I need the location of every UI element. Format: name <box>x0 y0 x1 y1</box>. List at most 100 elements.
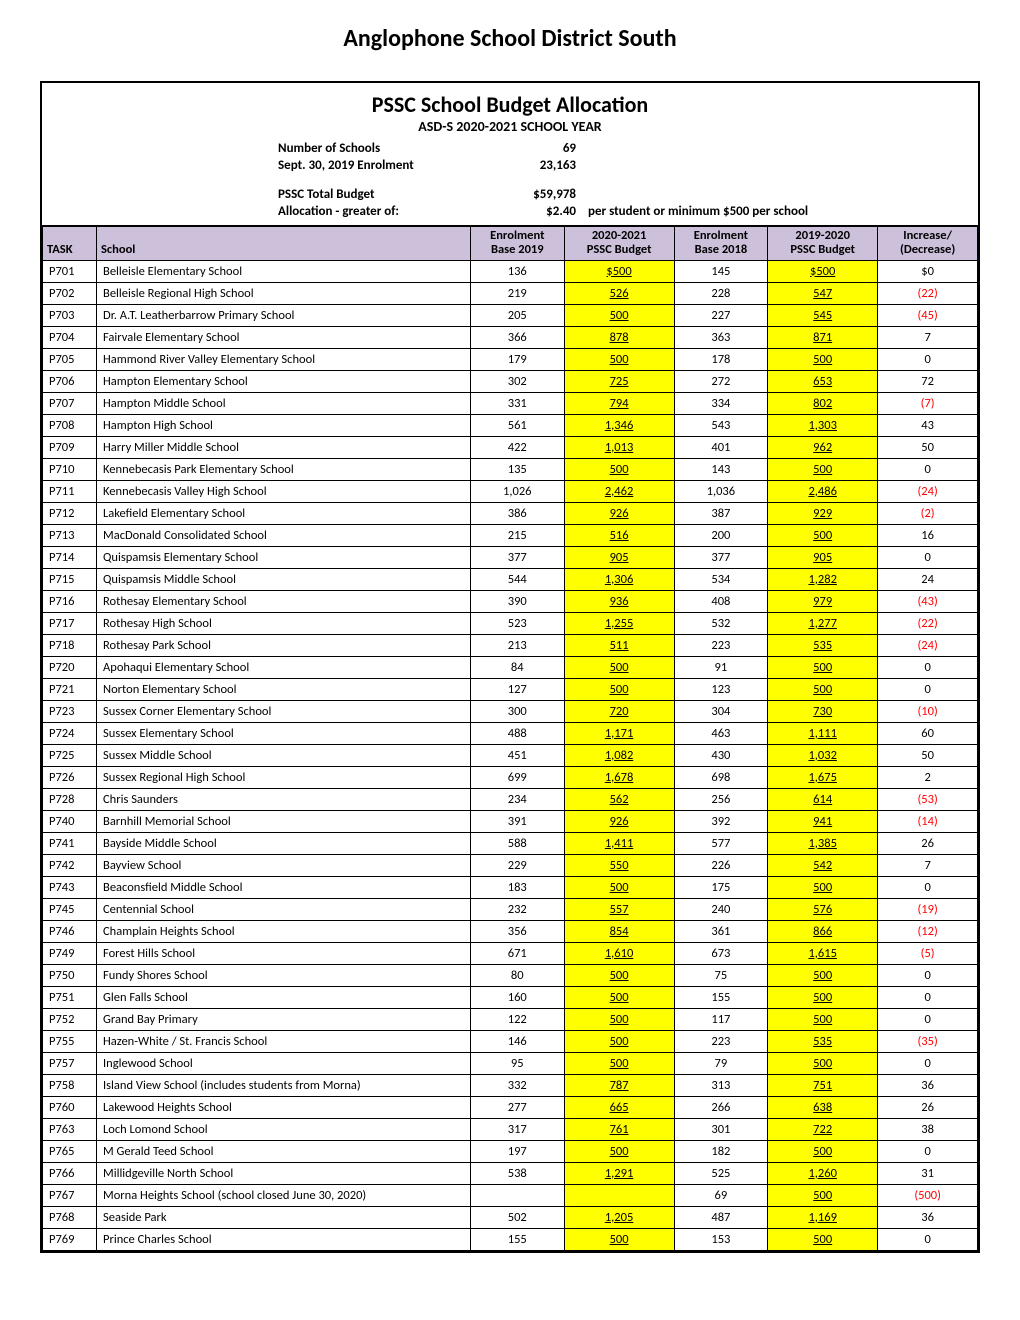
table-row: P728Chris Saunders234562256614(53) <box>43 788 978 810</box>
document-frame: PSSC School Budget Allocation ASD-S 2020… <box>40 81 980 1253</box>
cell-school: Glen Falls School <box>97 986 471 1008</box>
cell-budget-2021: 1,205 <box>564 1206 674 1228</box>
cell-school: Belleisle Elementary School <box>97 260 471 282</box>
table-row: P749Forest Hills School6711,6106731,615(… <box>43 942 978 964</box>
cell-enrol-2019: 219 <box>471 282 565 304</box>
cell-budget-2021: 936 <box>564 590 674 612</box>
cell-delta: 43 <box>878 414 978 436</box>
cell-task: P750 <box>43 964 97 986</box>
cell-enrol-2018: 334 <box>674 392 768 414</box>
cell-school: Seaside Park <box>97 1206 471 1228</box>
cell-task: P713 <box>43 524 97 546</box>
cell-budget-2021: 1,610 <box>564 942 674 964</box>
cell-delta: 0 <box>878 1052 978 1074</box>
table-row: P743Beaconsfield Middle School1835001755… <box>43 876 978 898</box>
cell-budget-2021: 500 <box>564 656 674 678</box>
cell-budget-2021: 725 <box>564 370 674 392</box>
table-row: P751Glen Falls School1605001555000 <box>43 986 978 1008</box>
cell-enrol-2019: 136 <box>471 260 565 282</box>
cell-school: MacDonald Consolidated School <box>97 524 471 546</box>
cell-budget-2021: 1,171 <box>564 722 674 744</box>
cell-budget-2020: 802 <box>768 392 878 414</box>
cell-task: P752 <box>43 1008 97 1030</box>
year-line: ASD-S 2020-2021 SCHOOL YEAR <box>42 118 978 139</box>
cell-budget-2020: 500 <box>768 678 878 700</box>
cell-task: P725 <box>43 744 97 766</box>
table-row: P758Island View School (includes student… <box>43 1074 978 1096</box>
cell-budget-2020: 962 <box>768 436 878 458</box>
cell-enrol-2019: 95 <box>471 1052 565 1074</box>
cell-school: Hazen-White / St. Francis School <box>97 1030 471 1052</box>
cell-enrol-2018: 463 <box>674 722 768 744</box>
cell-delta: 0 <box>878 1228 978 1250</box>
cell-enrol-2019: 213 <box>471 634 565 656</box>
cell-enrol-2018: 228 <box>674 282 768 304</box>
cell-budget-2021: 557 <box>564 898 674 920</box>
cell-budget-2020: 500 <box>768 524 878 546</box>
table-row: P741Bayside Middle School5881,4115771,38… <box>43 832 978 854</box>
cell-budget-2020: 500 <box>768 986 878 1008</box>
cell-budget-2021: 500 <box>564 1228 674 1250</box>
cell-budget-2020: 866 <box>768 920 878 942</box>
cell-delta: 26 <box>878 1096 978 1118</box>
cell-task: P760 <box>43 1096 97 1118</box>
cell-enrol-2018: 392 <box>674 810 768 832</box>
cell-enrol-2018: 155 <box>674 986 768 1008</box>
cell-delta: 2 <box>878 766 978 788</box>
cell-budget-2021: 500 <box>564 986 674 1008</box>
cell-school: Hammond River Valley Elementary School <box>97 348 471 370</box>
cell-delta: 24 <box>878 568 978 590</box>
cell-school: Hampton High School <box>97 414 471 436</box>
cell-enrol-2018: 182 <box>674 1140 768 1162</box>
cell-delta: (43) <box>878 590 978 612</box>
col-task: TASK <box>43 226 97 260</box>
cell-enrol-2019: 155 <box>471 1228 565 1250</box>
cell-delta: (500) <box>878 1184 978 1206</box>
cell-budget-2020: 730 <box>768 700 878 722</box>
page-title: Anglophone School District South <box>40 24 980 53</box>
cell-budget-2020: $500 <box>768 260 878 282</box>
col-enrol-2018: EnrolmentBase 2018 <box>674 226 768 260</box>
cell-delta: (14) <box>878 810 978 832</box>
cell-school: Centennial School <box>97 898 471 920</box>
cell-enrol-2019: 538 <box>471 1162 565 1184</box>
table-row: P723Sussex Corner Elementary School30072… <box>43 700 978 722</box>
cell-enrol-2019: 127 <box>471 678 565 700</box>
cell-task: P740 <box>43 810 97 832</box>
col-enrol-2019: EnrolmentBase 2019 <box>471 226 565 260</box>
cell-enrol-2018: 79 <box>674 1052 768 1074</box>
cell-enrol-2018: 266 <box>674 1096 768 1118</box>
cell-delta: (53) <box>878 788 978 810</box>
cell-enrol-2018: 75 <box>674 964 768 986</box>
sub-title: PSSC School Budget Allocation <box>42 83 978 118</box>
cell-task: P742 <box>43 854 97 876</box>
cell-budget-2020: 1,032 <box>768 744 878 766</box>
cell-budget-2021: 526 <box>564 282 674 304</box>
cell-enrol-2018: 401 <box>674 436 768 458</box>
cell-task: P701 <box>43 260 97 282</box>
cell-budget-2021: 1,291 <box>564 1162 674 1184</box>
cell-school: Quispamsis Middle School <box>97 568 471 590</box>
cell-enrol-2018: 534 <box>674 568 768 590</box>
cell-budget-2021: 1,411 <box>564 832 674 854</box>
cell-enrol-2018: 240 <box>674 898 768 920</box>
cell-task: P755 <box>43 1030 97 1052</box>
cell-enrol-2019: 205 <box>471 304 565 326</box>
cell-enrol-2018: 145 <box>674 260 768 282</box>
table-header-row: TASK School EnrolmentBase 2019 2020-2021… <box>43 226 978 260</box>
cell-task: P706 <box>43 370 97 392</box>
cell-school: Kennebecasis Valley High School <box>97 480 471 502</box>
budget-table: TASK School EnrolmentBase 2019 2020-2021… <box>42 225 978 1251</box>
cell-task: P715 <box>43 568 97 590</box>
cell-delta: (22) <box>878 282 978 304</box>
cell-delta: (12) <box>878 920 978 942</box>
cell-budget-2020: 614 <box>768 788 878 810</box>
cell-task: P711 <box>43 480 97 502</box>
cell-task: P724 <box>43 722 97 744</box>
cell-enrol-2019: 366 <box>471 326 565 348</box>
cell-school: Loch Lomond School <box>97 1118 471 1140</box>
cell-enrol-2019: 160 <box>471 986 565 1008</box>
cell-delta: 0 <box>878 348 978 370</box>
cell-enrol-2019: 277 <box>471 1096 565 1118</box>
cell-enrol-2019: 317 <box>471 1118 565 1140</box>
